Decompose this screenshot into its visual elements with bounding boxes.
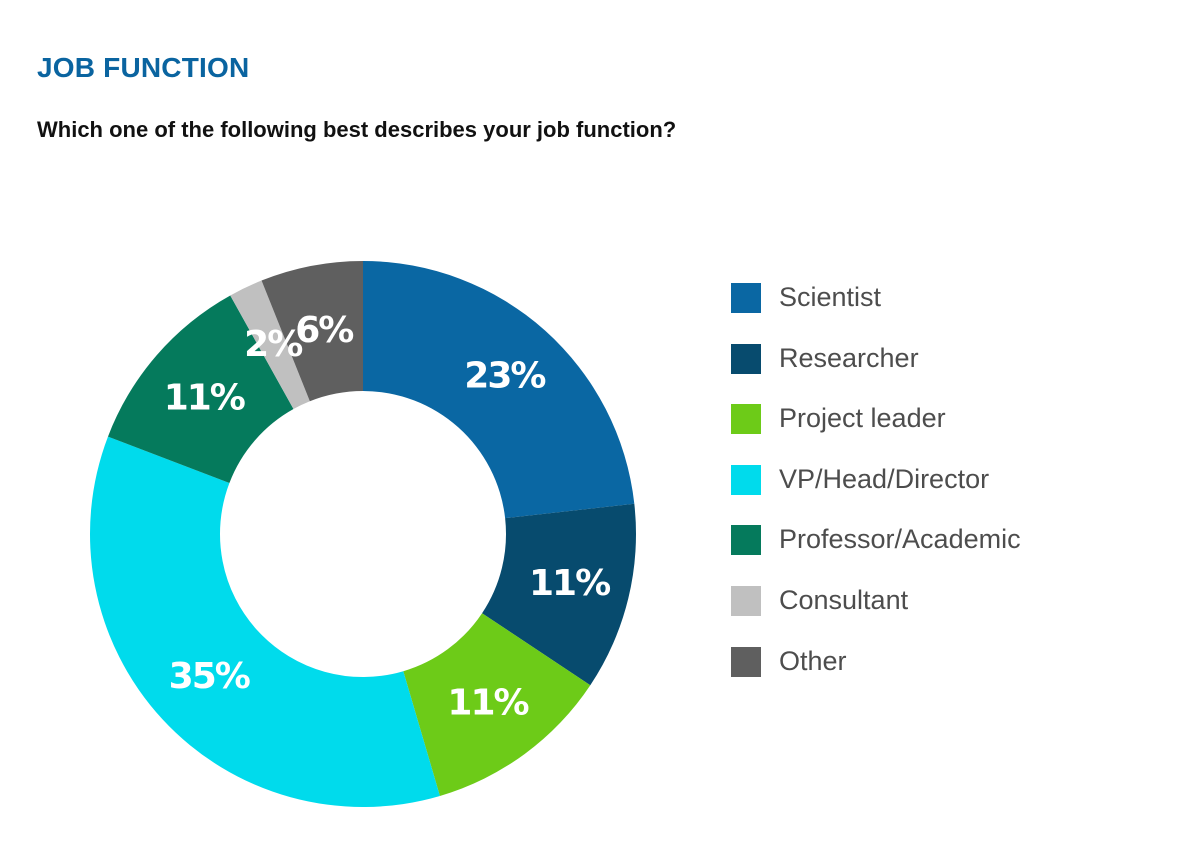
legend-label: Other bbox=[779, 645, 847, 676]
legend-swatch-consultant bbox=[731, 585, 761, 616]
legend-label: Project leader bbox=[779, 403, 946, 434]
legend-item-researcher: Researcher bbox=[731, 342, 1021, 405]
chart-subtitle: Which one of the following best describe… bbox=[37, 117, 677, 142]
chart-title: JOB FUNCTION bbox=[37, 52, 250, 83]
slice-project-leader bbox=[403, 613, 591, 796]
slice-scientist bbox=[363, 261, 635, 519]
slice-label-project-leader: 11% bbox=[447, 683, 528, 724]
legend-label: Professor/Academic bbox=[779, 524, 1021, 555]
legend-swatch-professor-academic bbox=[731, 525, 761, 556]
chart-legend: Scientist Researcher Project leader VP/Head… bbox=[731, 282, 1021, 708]
slice-label-consultant: 2% bbox=[244, 324, 302, 365]
legend-swatch-researcher bbox=[731, 343, 761, 374]
legend-label: Scientist bbox=[779, 282, 882, 312]
slice-label-scientist: 23% bbox=[464, 356, 545, 397]
legend-item-scientist: Scientist bbox=[731, 282, 1021, 344]
legend-item-project-leader: Project leader bbox=[731, 403, 1021, 465]
legend-swatch-scientist bbox=[731, 283, 761, 313]
slice-vp-head-director bbox=[90, 436, 440, 807]
legend-item-consultant: Consultant bbox=[731, 584, 1021, 647]
legend-label: VP/Head/Director bbox=[779, 463, 990, 494]
slice-label-vp-head-director: 35% bbox=[169, 656, 250, 697]
slice-other bbox=[261, 261, 363, 402]
legend-swatch-vp-head-director bbox=[731, 464, 761, 495]
slice-label-professor-academic: 11% bbox=[164, 377, 245, 418]
legend-label: Researcher bbox=[779, 342, 919, 373]
legend-swatch-project-leader bbox=[731, 404, 761, 435]
slice-label-researcher: 11% bbox=[529, 563, 610, 604]
slice-consultant bbox=[230, 280, 310, 410]
legend-item-vp-head-director: VP/Head/Director bbox=[731, 463, 1021, 526]
slice-label-other: 6% bbox=[295, 310, 353, 351]
slice-professor-academic bbox=[107, 295, 294, 483]
slice-researcher bbox=[482, 503, 636, 686]
legend-item-other: Other bbox=[731, 645, 1021, 708]
legend-label: Consultant bbox=[779, 584, 909, 615]
legend-swatch-other bbox=[731, 646, 761, 677]
legend-item-professor-academic: Professor/Academic bbox=[731, 524, 1021, 586]
